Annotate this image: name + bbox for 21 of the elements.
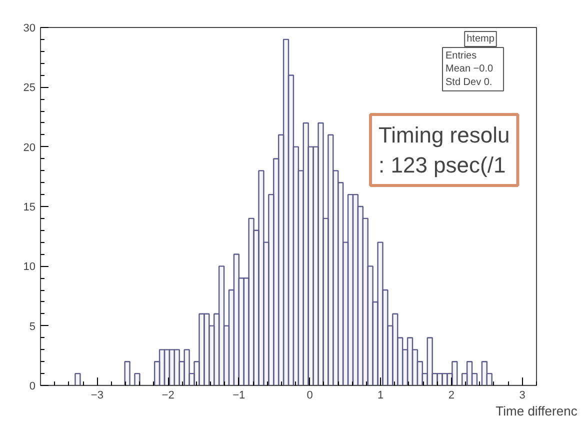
annotation: Entries	[446, 50, 477, 62]
annotation: Std Dev 0.	[446, 76, 492, 88]
x-tick-label: 2	[448, 390, 455, 402]
annotation: htemp	[466, 34, 495, 44]
x-axis-title: Time differenc	[496, 404, 578, 418]
x-tick-label: −1	[232, 390, 246, 402]
annotation: Timing resolu	[378, 122, 510, 148]
y-tick-label: 30	[23, 22, 36, 34]
y-tick-label: 15	[23, 202, 36, 214]
annotation: Mean −0.0	[446, 64, 494, 75]
x-tick-label: 1	[378, 390, 384, 402]
x-tick-label: −3	[90, 390, 104, 402]
x-tick-label: 0	[306, 390, 313, 402]
y-tick-label: 20	[23, 142, 36, 154]
annotation: : 123 psec(/1	[378, 152, 506, 178]
x-tick-label: −2	[162, 390, 174, 402]
y-tick-label: 25	[23, 82, 36, 94]
y-tick-label: 5	[29, 320, 36, 333]
x-tick-label: 3	[519, 390, 526, 402]
y-tick-label: 0	[29, 380, 36, 392]
y-tick-label: 10	[23, 261, 36, 274]
